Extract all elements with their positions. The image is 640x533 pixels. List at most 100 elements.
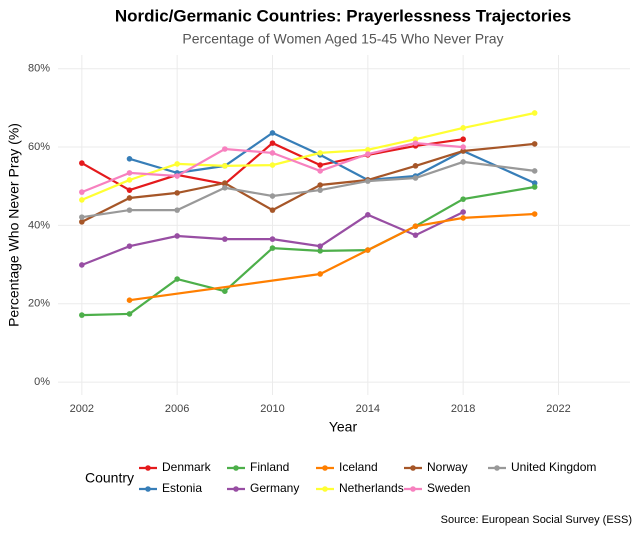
data-point <box>174 190 180 196</box>
caption: Source: European Social Survey (ESS) <box>441 514 632 526</box>
data-point <box>126 195 133 201</box>
data-point <box>317 150 323 156</box>
data-point <box>174 173 180 179</box>
data-point <box>79 262 85 268</box>
data-point <box>365 151 371 157</box>
data-point <box>126 177 133 183</box>
y-axis-title: Percentage Who Never Pray (%) <box>6 123 22 327</box>
data-point <box>174 207 180 213</box>
series-line <box>81 142 535 223</box>
legend-label: Germany <box>250 481 299 495</box>
y-tick-label: 0% <box>34 376 50 388</box>
data-point <box>460 215 466 221</box>
data-point <box>269 130 276 136</box>
legend-swatch-dot <box>233 486 239 492</box>
y-tick-label: 40% <box>28 219 50 231</box>
x-tick-label: 2006 <box>165 403 189 415</box>
data-point <box>365 247 371 253</box>
data-point <box>126 187 133 193</box>
data-point <box>174 161 180 167</box>
x-tick-label: 2014 <box>356 403 380 415</box>
data-point <box>317 271 323 277</box>
data-point <box>460 125 466 131</box>
data-point <box>460 144 466 150</box>
legend-label: Finland <box>250 460 289 474</box>
x-axis-title: Year <box>329 419 358 435</box>
data-point <box>222 146 228 152</box>
data-point <box>269 193 276 199</box>
legend-swatch-dot <box>233 465 239 471</box>
data-point <box>79 197 85 203</box>
data-point <box>269 236 276 242</box>
data-point <box>317 248 323 254</box>
data-point <box>222 163 228 169</box>
legend-label: Norway <box>427 460 468 474</box>
data-point <box>174 276 180 282</box>
data-point <box>412 175 419 181</box>
data-point <box>126 243 133 249</box>
x-tick-label: 2010 <box>260 403 284 415</box>
data-point <box>531 141 538 147</box>
data-point <box>317 168 323 174</box>
x-tick-label: 2022 <box>546 403 570 415</box>
data-point <box>222 236 228 242</box>
data-point <box>79 160 85 166</box>
data-point <box>460 136 466 143</box>
data-point <box>412 136 419 143</box>
data-point <box>269 207 276 213</box>
data-point <box>531 211 538 217</box>
data-point <box>126 311 133 317</box>
data-point <box>531 110 538 116</box>
data-point <box>412 140 419 146</box>
data-point <box>531 180 538 186</box>
data-point <box>174 233 180 239</box>
data-point <box>531 184 538 190</box>
data-point <box>126 297 133 304</box>
x-tick-label: 2018 <box>451 403 475 415</box>
data-point <box>317 187 323 193</box>
legend-label: Estonia <box>162 481 202 495</box>
data-point <box>531 168 538 174</box>
data-point <box>79 189 85 195</box>
chart-title: Nordic/Germanic Countries: Prayerlessnes… <box>115 6 571 25</box>
data-point <box>460 196 466 202</box>
legend-swatch-dot <box>145 465 151 471</box>
legend-title: Country <box>85 470 134 486</box>
data-point <box>365 146 371 153</box>
data-point <box>269 245 276 251</box>
legend-label: United Kingdom <box>511 460 596 474</box>
series-line <box>81 111 535 201</box>
data-point <box>412 163 419 169</box>
data-point <box>412 223 419 229</box>
data-point <box>126 170 133 176</box>
legend-label: Netherlands <box>339 481 404 495</box>
series-line <box>129 131 536 185</box>
data-point <box>365 178 371 184</box>
data-point <box>79 312 85 318</box>
grid <box>58 55 630 395</box>
data-point <box>317 182 323 188</box>
data-point <box>317 162 323 168</box>
data-point <box>79 219 85 225</box>
chart-subtitle: Percentage of Women Aged 15-45 Who Never… <box>182 31 503 47</box>
data-point <box>222 288 228 294</box>
legend-swatch-dot <box>410 486 416 492</box>
data-point <box>269 162 276 168</box>
series-line <box>81 160 535 219</box>
y-tick-label: 60% <box>28 141 50 153</box>
data-point <box>460 209 466 215</box>
legend-swatch-dot <box>322 486 328 492</box>
legend-label: Sweden <box>427 481 470 495</box>
data-point <box>365 212 371 218</box>
legend-swatch-dot <box>494 465 500 471</box>
data-point <box>460 148 466 154</box>
y-tick-label: 20% <box>28 298 50 310</box>
x-tick-label: 2002 <box>70 403 94 415</box>
data-point <box>412 232 419 238</box>
data-point <box>79 214 85 220</box>
legend-swatch-dot <box>410 465 416 471</box>
legend-swatch-dot <box>145 486 151 492</box>
data-point <box>460 159 466 165</box>
data-point <box>222 184 228 191</box>
